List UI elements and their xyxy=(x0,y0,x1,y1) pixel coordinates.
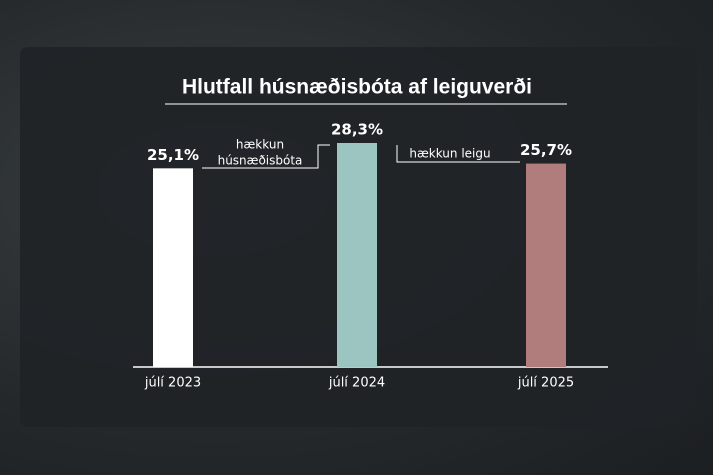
bar xyxy=(526,163,566,367)
x-tick-label: júlí 2023 xyxy=(144,376,201,391)
annotation: hækkun leigu xyxy=(409,147,490,161)
value-label: 25,7% xyxy=(520,141,572,159)
chart-title: Hlutfall húsnæðisbóta af leiguverði xyxy=(182,76,532,99)
connector xyxy=(202,144,330,169)
bar xyxy=(337,143,377,367)
x-tick-label: júlí 2025 xyxy=(517,376,574,391)
connector xyxy=(396,145,520,163)
annotation: hækkun xyxy=(236,138,284,152)
bar xyxy=(153,168,193,367)
value-label: 25,1% xyxy=(147,146,199,164)
annotation: húsnæðisbóta xyxy=(218,154,303,168)
value-label: 28,3% xyxy=(331,121,383,139)
x-tick-label: júlí 2024 xyxy=(328,376,385,391)
